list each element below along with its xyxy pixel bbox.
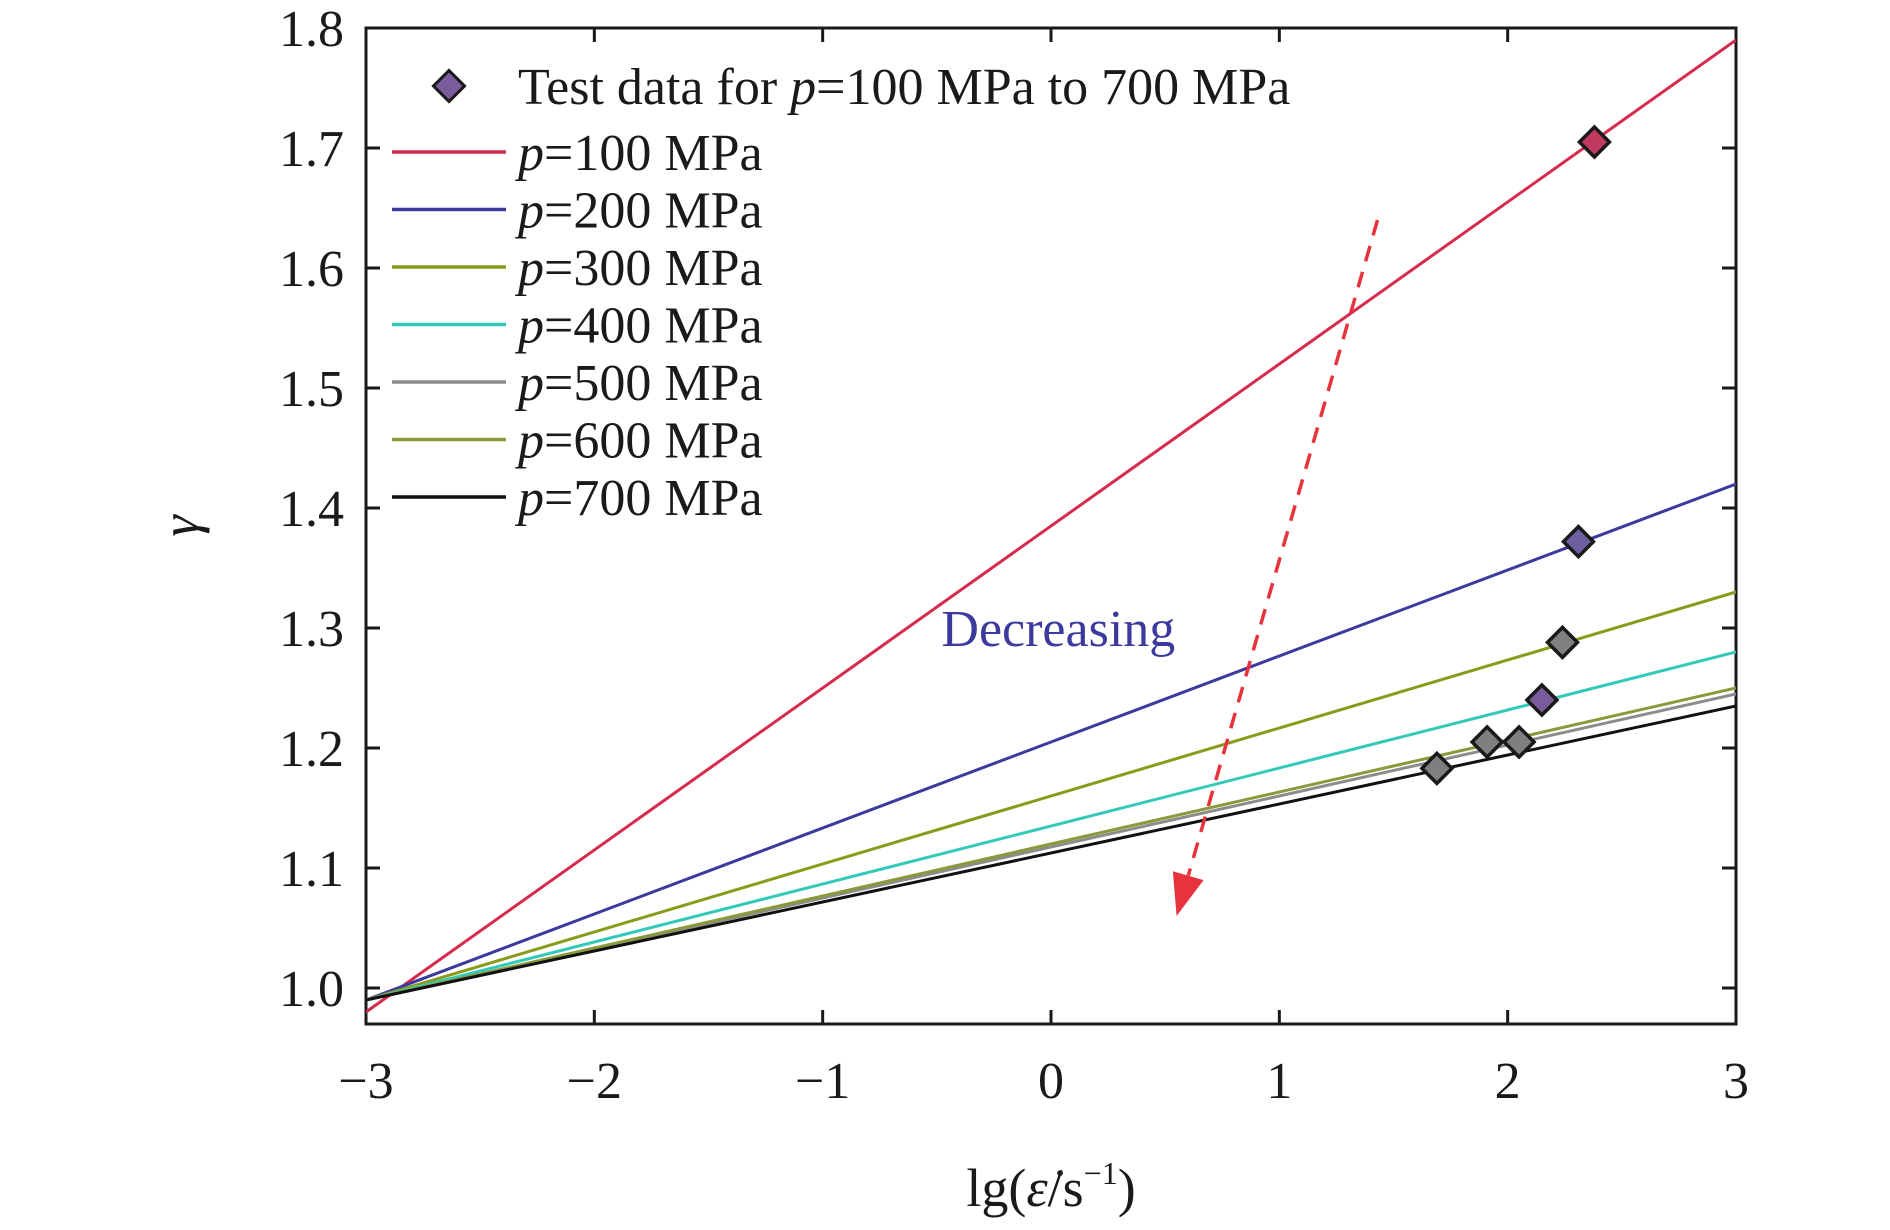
series-line-p200 (366, 482, 1736, 1002)
series-line-p600 (366, 686, 1736, 1002)
decreasing-arrow (1172, 219, 1380, 916)
test-data-point (1524, 682, 1560, 718)
x-tick-label: 0 (1038, 1053, 1064, 1110)
test-data-point (1544, 624, 1580, 660)
y-tick-label: 1.7 (279, 121, 344, 178)
legend-marker-diamond (431, 68, 467, 104)
y-tick-label: 1.3 (279, 601, 344, 658)
series-line-p400 (366, 650, 1736, 1002)
series-line-p100 (366, 38, 1736, 1014)
test-data-markers (1419, 124, 1612, 786)
legend-item-test-data: Test data for p=100 MPa to 700 MPa (431, 59, 1290, 116)
legend-label-p600: p=600 MPa (514, 413, 763, 470)
y-axis-label: γ (150, 514, 210, 537)
y-tick-label: 1.0 (279, 961, 344, 1018)
legend-item-p600: p=600 MPa (392, 413, 763, 470)
x-axis-label: lg(ε̇/s−1) (966, 1155, 1135, 1218)
x-tick-label: −1 (795, 1053, 850, 1110)
decreasing-arrow-head (1172, 871, 1204, 916)
series-line-p300 (366, 590, 1736, 1002)
series-lines (366, 38, 1736, 1014)
y-tick-label: 1.6 (279, 241, 344, 298)
legend-item-p400: p=400 MPa (392, 298, 763, 355)
y-axis: 1.0 1.1 1.2 1.3 1.4 1.5 1.6 1.7 1.8 (279, 1, 1736, 1018)
legend-label-p100: p=100 MPa (514, 125, 763, 182)
legend-label-p700: p=700 MPa (514, 470, 763, 527)
decreasing-annotation: Decreasing (941, 601, 1175, 658)
legend-item-p200: p=200 MPa (392, 183, 763, 240)
legend: Test data for p=100 MPa to 700 MPa p=100… (392, 59, 1290, 527)
y-tick-label: 1.4 (279, 481, 344, 538)
test-data-point (1576, 124, 1612, 160)
legend-item-p300: p=300 MPa (392, 240, 763, 297)
test-data-point (1419, 750, 1455, 786)
y-tick-label: 1.8 (279, 1, 344, 58)
legend-label-p200: p=200 MPa (514, 183, 763, 240)
legend-label-p400: p=400 MPa (514, 298, 763, 355)
test-data-point (1560, 524, 1596, 560)
y-tick-label: 1.5 (279, 361, 344, 418)
x-tick-label: 2 (1495, 1053, 1521, 1110)
test-data-point (1501, 724, 1537, 760)
legend-item-p700: p=700 MPa (392, 470, 763, 527)
legend-label-p300: p=300 MPa (514, 240, 763, 297)
legend-label-p500: p=500 MPa (514, 355, 763, 412)
y-tick-label: 1.2 (279, 721, 344, 778)
test-data-point (1469, 724, 1505, 760)
x-axis: −3 −2 −1 0 1 2 3 (338, 28, 1749, 1110)
series-line-p700 (366, 704, 1736, 1002)
legend-label-test-data: Test data for p=100 MPa to 700 MPa (518, 59, 1290, 116)
legend-item-p500: p=500 MPa (392, 355, 763, 412)
x-tick-label: 1 (1266, 1053, 1292, 1110)
y-tick-label: 1.1 (279, 841, 344, 898)
x-tick-label: −3 (338, 1053, 393, 1110)
x-tick-label: −2 (567, 1053, 622, 1110)
legend-item-p100: p=100 MPa (392, 125, 763, 182)
x-tick-label: 3 (1723, 1053, 1749, 1110)
decreasing-arrow-line (1186, 219, 1380, 877)
